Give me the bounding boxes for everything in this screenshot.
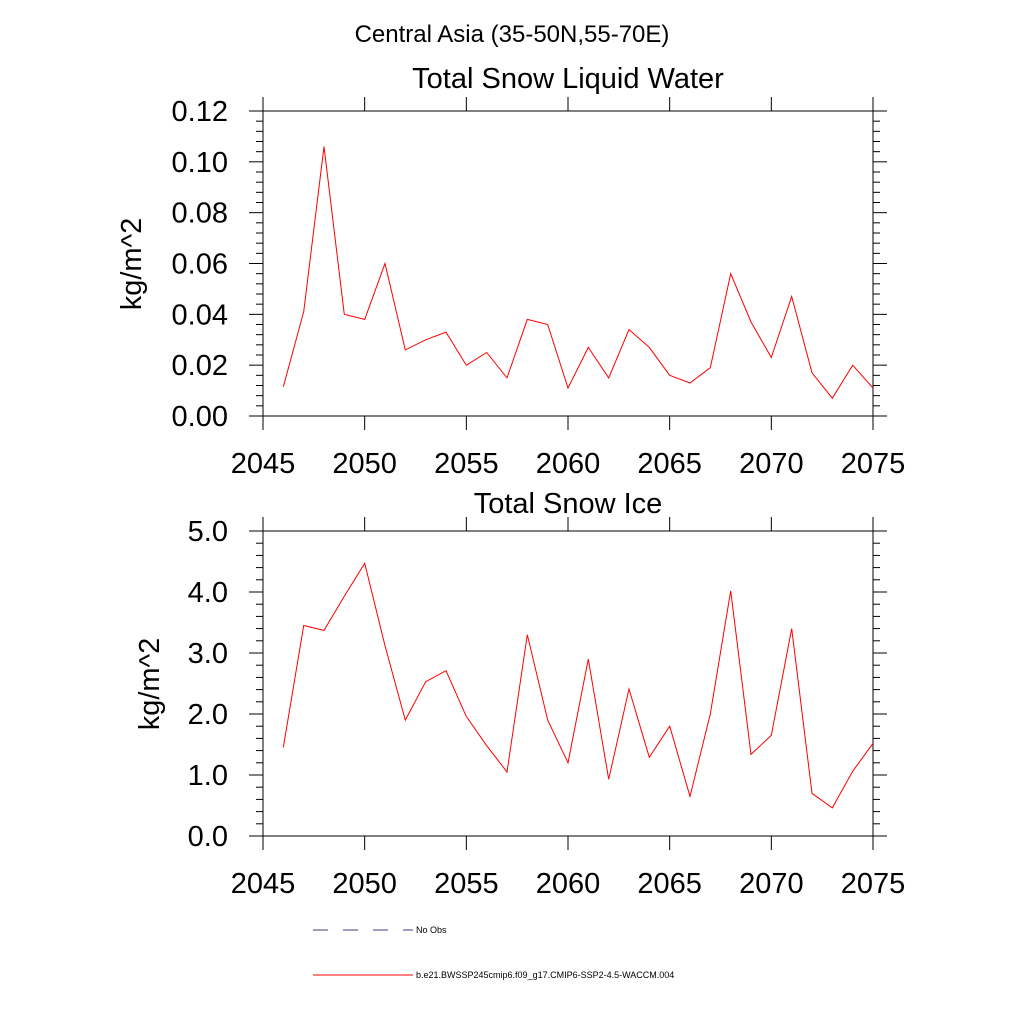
y-tick-label: 0.06 (172, 249, 228, 281)
y-tick-label: 1.0 (188, 760, 228, 792)
x-tick-label: 2055 (434, 448, 499, 480)
x-tick-label: 2055 (434, 868, 499, 900)
x-tick-label: 2070 (739, 868, 804, 900)
x-tick-label: 2060 (536, 868, 601, 900)
x-tick-label: 2065 (637, 868, 702, 900)
y-tick-label: 4.0 (188, 577, 228, 609)
y-axis-label: kg/m^2 (116, 218, 148, 311)
y-tick-label: 0.08 (172, 198, 228, 230)
x-tick-label: 2045 (231, 868, 296, 900)
panel-snow-liquid-water: Total Snow Liquid Water kg/m^2 2045 2050 2… (116, 63, 905, 480)
x-tick-label: 2060 (536, 448, 601, 480)
y-tick-label: 0.12 (172, 96, 228, 128)
y-tick-label: 2.0 (188, 699, 228, 731)
y-axis-label: kg/m^2 (134, 638, 166, 731)
legend: No Obs b.e21.BWSSP245cmip6.f09_g17.CMIP6… (313, 925, 674, 980)
series-line (282, 562, 874, 809)
y-tick-label: 0.0 (188, 821, 228, 853)
legend-label-model-run: b.e21.BWSSP245cmip6.f09_g17.CMIP6-SSP2-4… (416, 970, 674, 980)
figure-title: Central Asia (35-50N,55-70E) (355, 21, 670, 48)
x-tick-label: 2045 (231, 448, 296, 480)
y-tick-label: 0.00 (172, 401, 228, 433)
y-tick-label: 3.0 (188, 638, 228, 670)
x-tick-label: 2065 (637, 448, 702, 480)
x-tick-label: 2075 (841, 868, 906, 900)
panel-title: Total Snow Liquid Water (412, 63, 724, 95)
x-tick-label: 2075 (841, 448, 906, 480)
panel-title: Total Snow Ice (474, 488, 663, 520)
x-tick-label: 2050 (332, 448, 397, 480)
series-line (282, 146, 874, 400)
y-tick-label: 5.0 (188, 516, 228, 548)
plot-axes: 2045 2050 2055 2060 2065 2070 2075 0.0 1.0 2.0 3.0… (188, 516, 906, 900)
plot-frame (262, 110, 874, 417)
plot-axes: 2045 2050 2055 2060 2065 2070 2075 0.00 0.02 0.04… (172, 96, 906, 480)
y-tick-label: 0.04 (172, 299, 228, 331)
x-tick-label: 2050 (332, 868, 397, 900)
y-tick-label: 0.02 (172, 350, 228, 382)
x-tick-label: 2070 (739, 448, 804, 480)
legend-label-no-obs: No Obs (416, 925, 447, 935)
y-tick-label: 0.10 (172, 147, 228, 179)
panel-snow-ice: Total Snow Ice kg/m^2 2045 2050 2055 2060 20… (134, 488, 905, 900)
